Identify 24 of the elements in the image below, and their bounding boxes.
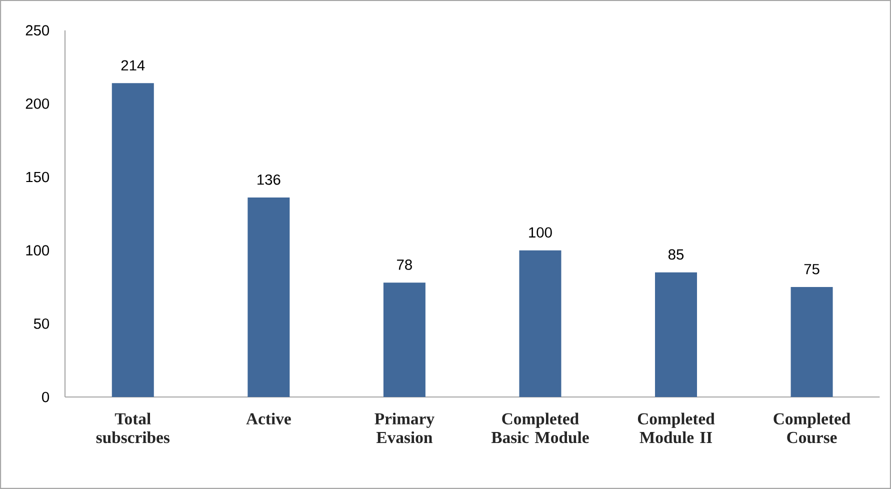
bar	[248, 198, 290, 397]
bar	[519, 250, 562, 397]
x-tick-label: Completed Basic Module	[491, 412, 589, 444]
bar	[655, 272, 698, 397]
bar	[112, 83, 154, 397]
x-tick-label: Active	[246, 412, 291, 424]
y-tick-label: 150	[26, 172, 50, 182]
x-tick-label: Completed Module II	[638, 412, 715, 444]
y-tick-label: 250	[26, 25, 50, 36]
data-label: 78	[397, 260, 412, 270]
data-label: 75	[804, 264, 820, 274]
y-tick-label: 200	[26, 98, 50, 109]
x-tick-label: Total subscribes	[96, 412, 170, 444]
y-tick-label: 50	[34, 318, 50, 329]
data-label: 136	[258, 174, 280, 185]
data-label: 214	[121, 60, 145, 70]
x-tick-label: Completed Course	[774, 412, 850, 444]
data-label: 85	[668, 249, 684, 260]
y-tick-label: 0	[42, 392, 50, 402]
data-label: 100	[529, 227, 552, 238]
x-tick-label: Primary Evasion	[374, 412, 434, 444]
y-tick-label: 100	[26, 245, 50, 256]
bar	[790, 287, 833, 397]
bar	[383, 282, 426, 397]
